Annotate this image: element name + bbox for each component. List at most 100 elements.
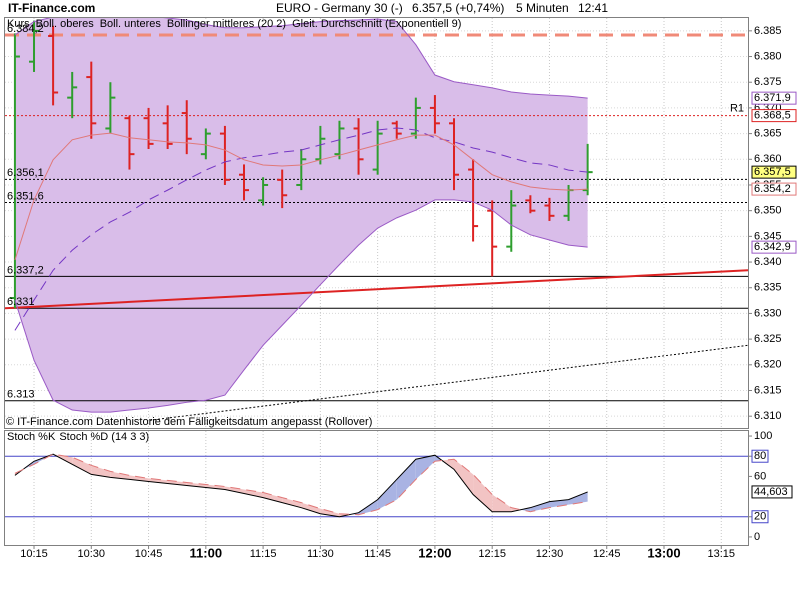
legend-entry: Stoch %D (14 3 3) — [59, 431, 149, 443]
x-tick-label: 11:30 — [307, 548, 334, 560]
y-tick-label: 20 — [754, 511, 766, 523]
last-value-box — [751, 240, 797, 254]
level-label: 6.331 — [7, 296, 35, 308]
stoch-fill — [91, 465, 111, 478]
trend-line — [5, 269, 748, 310]
x-tick-label: 12:30 — [536, 548, 564, 560]
level-box — [751, 510, 769, 524]
time: 12:41 — [578, 1, 608, 15]
legend-entry: Kurs — [7, 18, 30, 30]
stoch-fill — [148, 478, 168, 484]
instrument: EURO - Germany 30 (-) — [276, 1, 403, 15]
legend-entry: Bollinger mittleres (20 2) — [167, 18, 286, 30]
level-label-box — [751, 109, 797, 123]
y-tick-label: 6.320 — [754, 359, 782, 371]
stoch-fill — [492, 494, 512, 512]
y-tick-label: 6.385 — [754, 25, 782, 37]
y-tick-label: 60 — [754, 470, 766, 482]
x-tick-label: 13:15 — [708, 548, 736, 560]
site-name: IT-Finance.com — [8, 1, 95, 15]
stoch-fill — [186, 482, 206, 488]
y-tick-label: 6.350 — [754, 205, 782, 217]
series-line — [14, 127, 588, 331]
y-tick-label: 80 — [754, 450, 766, 462]
y-tick-label: 6.375 — [754, 76, 782, 88]
stoch-fill — [568, 491, 588, 505]
band-fill — [14, 18, 588, 413]
last-value-label: 6.354,2 — [754, 183, 791, 195]
y-tick-label: 6.380 — [754, 50, 782, 62]
stoch-fill — [34, 454, 54, 465]
last-value-label: 6.342,9 — [754, 241, 791, 253]
stoch-fill — [396, 459, 416, 500]
x-tick-label: 13:00 — [647, 545, 680, 560]
series-line — [14, 132, 588, 261]
y-tick-label: 6.325 — [754, 333, 782, 345]
stoch-fill — [454, 459, 474, 495]
level-name: R1 — [730, 103, 744, 115]
x-tick-label: 10:45 — [135, 548, 163, 560]
last-value-label: 6.371,9 — [754, 92, 791, 104]
y-tick-label: 6.310 — [754, 410, 782, 422]
interval: 5 Minuten — [516, 1, 569, 15]
y-tick-label: 6.315 — [754, 384, 782, 396]
x-tick-label: 12:45 — [593, 548, 621, 560]
level-label: 6.356,1 — [7, 167, 44, 179]
stoch-fill — [549, 499, 569, 508]
last-value-label: 44,603 — [754, 486, 788, 498]
series-line — [14, 453, 588, 518]
x-tick-label: 11:00 — [190, 545, 223, 560]
x-tick-label: 10:30 — [78, 548, 106, 560]
quote: 6.357,5 (+0,74%) — [412, 1, 504, 15]
level-label: 6.384,2 — [7, 23, 44, 35]
legend-entry: Gleit. Durchschnitt (Exponentiell 9) — [292, 18, 461, 30]
stoch-fill — [320, 508, 340, 517]
last-value-label: 6.357,5 — [754, 166, 791, 178]
level-label: 6.337,2 — [7, 264, 44, 276]
y-tick-label: 0 — [754, 531, 760, 543]
last-value-box — [751, 485, 793, 499]
y-tick-label: 6.345 — [754, 230, 782, 242]
last-value-box — [751, 91, 797, 105]
stoch-fill — [244, 489, 264, 498]
series-line — [14, 18, 588, 99]
stoch-fill — [205, 484, 225, 490]
y-tick-label: 6.330 — [754, 307, 782, 319]
footnote: © IT-Finance.com Datenhistorie dem Fälli… — [6, 416, 372, 428]
x-tick-label: 12:15 — [478, 548, 506, 560]
stoch-fill — [224, 486, 245, 494]
x-tick-label: 11:45 — [364, 548, 391, 560]
y-tick-label: 6.360 — [754, 153, 782, 165]
y-tick-label: 100 — [754, 430, 772, 442]
stoch-fill — [263, 492, 283, 503]
stoch-fill — [473, 474, 493, 512]
y-tick-label: 6.365 — [754, 128, 782, 140]
level-box — [751, 449, 769, 463]
labels: 6.310 6.315 6.320 6.325 6.330 6.335 6.340 6.345… — [7, 18, 797, 560]
legend-entry: Boll. unteres — [100, 18, 162, 30]
series-line — [14, 199, 588, 413]
last-value-box — [751, 165, 797, 179]
trend-line — [150, 344, 748, 421]
stoch-fill — [282, 497, 302, 508]
price-plot — [5, 18, 748, 428]
stoch-panel — [4, 430, 749, 546]
level-label: 6.351,6 — [7, 190, 44, 202]
level-label: 6.368,5 — [754, 110, 791, 122]
stoch-fill — [530, 501, 550, 512]
x-tick-label: 11:15 — [250, 548, 277, 560]
y-tick-label: 6.335 — [754, 282, 782, 294]
stoch-fill — [167, 480, 187, 486]
level-label: 6.313 — [7, 389, 35, 401]
legend-entry: Stoch %K — [7, 431, 56, 443]
last-value-box — [751, 182, 797, 196]
y-tick-label: 6.340 — [754, 256, 782, 268]
legend-entry: Boll. oberes — [36, 18, 95, 30]
stoch-fill — [110, 471, 130, 480]
x-tick-label: 12:00 — [418, 545, 451, 560]
x-tick-label: 10:15 — [20, 548, 48, 560]
stoch-fill — [72, 457, 92, 475]
stoch-fill — [415, 455, 435, 480]
series-line — [14, 453, 588, 516]
